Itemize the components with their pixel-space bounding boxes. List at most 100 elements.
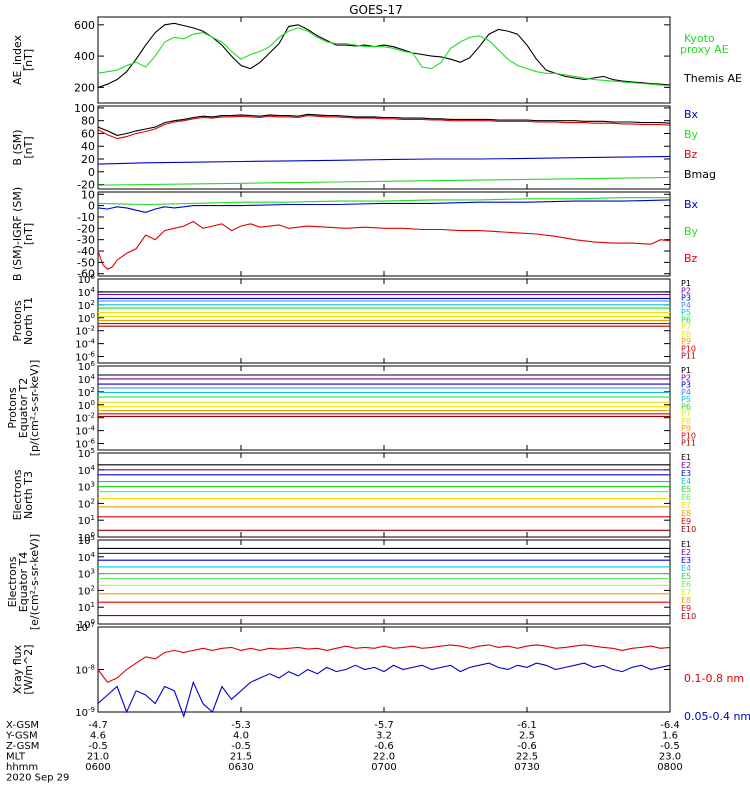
legend-label: 0.1-0.8 nm [684,672,744,685]
y-tick-label: 10-2 [75,412,95,425]
x-axis-row-label: hhmm [6,762,38,773]
y-tick-label: 600 [74,19,95,32]
series-line-by [97,176,671,186]
legend-label: E9 [681,517,691,526]
y-tick-label: 100 [78,531,95,544]
legend-label: E7 [681,588,691,597]
panel-8: 10-9 10-8 10-7 Xray flux[W/m^2] 0.1-0.8 nm 0.… [11,621,750,723]
x-axis-value: 0730 [514,762,539,773]
series-line-by [97,197,670,206]
y-tick-label: -30 [77,234,95,247]
y-tick-label: 10-6 [75,351,95,364]
x-axis-value: -5.7 [374,720,394,731]
panel-frame [97,539,671,625]
x-axis-value: -4.7 [88,720,108,731]
legend-label: E1 [681,540,691,549]
y-axis-label: [W/m^2] [22,644,35,694]
y-tick-label: 100 [78,618,95,631]
y-tick-label: 10-8 [75,664,95,677]
y-tick-label: 100 [74,102,95,115]
y-tick-label: 102 [78,584,95,597]
y-tick-label: 20 [81,153,95,166]
legend-label: E1 [681,453,691,462]
series-line-0-05-0-4-nm [97,662,671,719]
x-axis-value: 4.6 [90,731,106,742]
plot-title: GOES-17 [349,3,403,17]
legend-label: Themis AE [683,72,742,85]
y-tick-label: -20 [77,179,95,192]
legend-label: P3 [681,294,691,303]
x-axis-row-label: MLT [6,752,26,763]
legend-label: E10 [681,612,696,621]
legend-label: P10 [681,431,696,440]
y-tick-label: 10-7 [75,621,95,634]
y-tick-label: -20 [77,222,95,235]
panel-frame [97,626,671,713]
y-tick-label: 200 [74,81,95,94]
x-axis-row-label: X-GSM [6,720,39,731]
legend-label: P8 [681,417,691,426]
legend-label: E2 [681,461,691,470]
x-axis-value: -0.6 [374,741,394,752]
y-axis-label: Electrons [11,469,24,520]
x-axis-value: 0630 [228,762,253,773]
legend-label: P1 [681,279,691,288]
legend-label: E7 [681,501,691,510]
x-axis-value: -5.3 [231,720,251,731]
y-tick-label: 102 [78,386,95,399]
legend-label: Kyoto [684,32,715,45]
x-axis-value: -0.6 [517,741,537,752]
x-axis-value: 2.5 [519,731,535,742]
x-axis-value: 23.0 [659,752,681,763]
legend-label: P11 [681,439,696,448]
y-axis-label: [nT] [22,223,35,245]
y-tick-label: 100 [78,312,95,325]
x-axis-row-label: Z-GSM [6,741,39,752]
legend-label: E4 [681,477,691,486]
legend-label: P5 [681,395,691,404]
y-tick-label: 101 [78,601,95,614]
y-tick-label: 105 [78,534,95,547]
legend-label: By [684,225,699,238]
y-tick-label: 40 [81,140,95,153]
legend-label: E8 [681,509,691,518]
legend-label: P7 [681,323,691,332]
y-axis-label: Electrons [6,556,19,607]
legend-label: P6 [681,402,691,411]
y-axis-label: AE_index [11,34,24,85]
date-label: 2020 Sep 29 [6,773,69,784]
legend-label: P5 [681,308,691,317]
y-axis-label: B (SM) [11,129,24,165]
x-axis-value: 0600 [85,762,110,773]
y-tick-label: 103 [78,481,95,494]
legend-label: E6 [681,580,691,589]
y-tick-label: 10-4 [75,425,95,438]
y-tick-label: -40 [77,245,95,258]
y-tick-label: 106 [78,273,96,286]
x-axis-value: -0.5 [660,741,680,752]
y-axis-label: [p/(cm²-s-sr-keV)] [28,360,41,457]
legend-label: P6 [681,315,691,324]
series-line-bz [97,220,671,270]
y-tick-label: 0 [88,200,95,213]
series-line-bmag [97,113,671,136]
x-axis-value: -0.5 [231,741,251,752]
y-tick-label: 104 [78,373,96,386]
y-tick-label: 104 [78,551,96,564]
y-axis-label: Protons [11,300,24,341]
y-tick-label: 101 [78,514,95,527]
x-axis-value: -0.5 [88,741,108,752]
y-axis-label: North T3 [22,471,35,519]
y-tick-label: 103 [78,568,95,581]
x-axis-value: -6.4 [660,720,680,731]
legend-label: P10 [681,344,696,353]
y-tick-label: 80 [81,115,95,128]
series-line-0-1-0-8-nm [97,644,671,683]
x-axis-value: 21.0 [87,752,109,763]
series-line-themis-ae [97,22,671,88]
